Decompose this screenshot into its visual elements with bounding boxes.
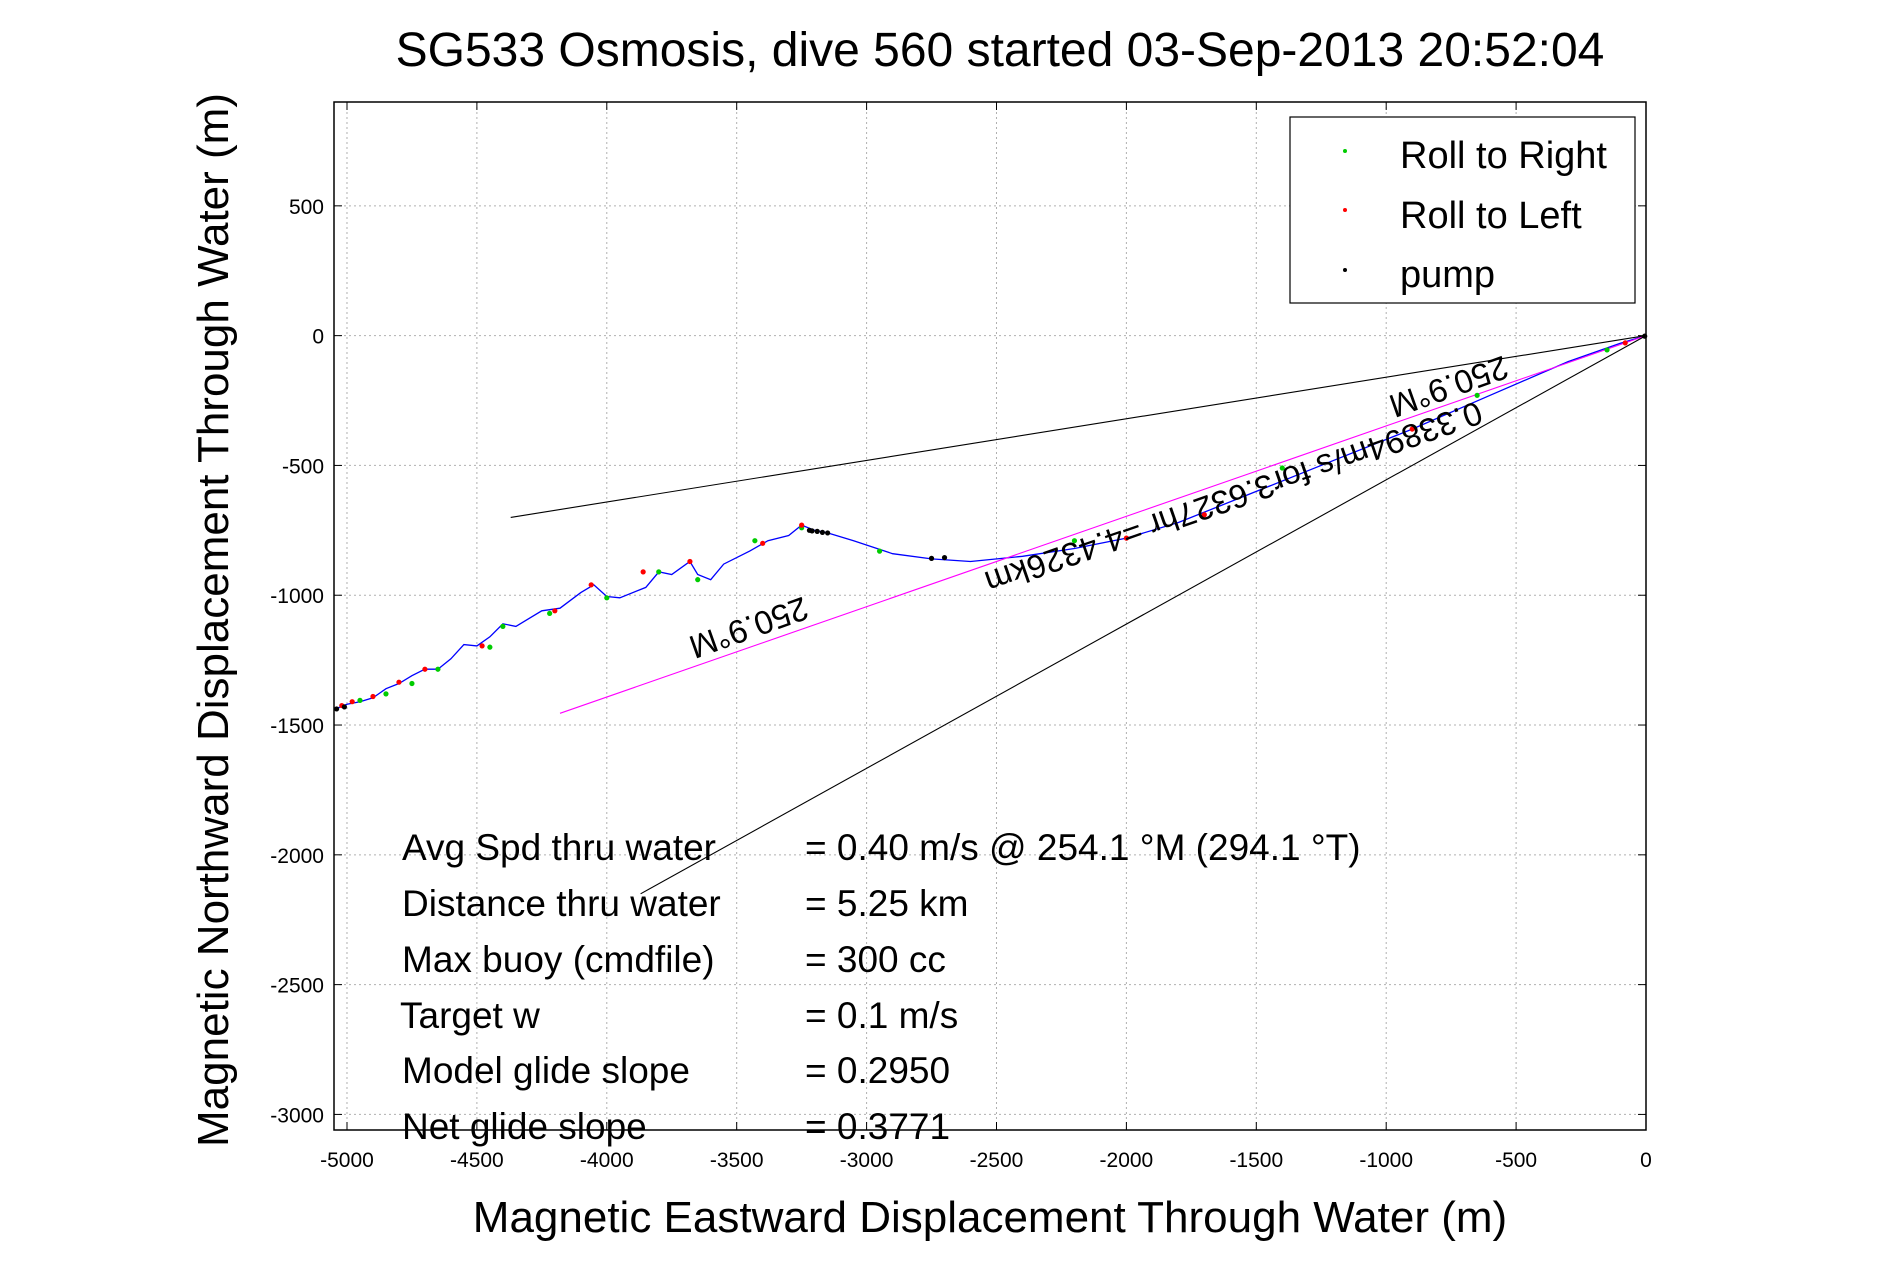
roll-left-point bbox=[1201, 512, 1207, 518]
roll-right-point bbox=[435, 666, 441, 672]
x-tick-label: -2500 bbox=[970, 1149, 1024, 1172]
pump-point bbox=[941, 554, 948, 561]
plot-data bbox=[333, 333, 1648, 895]
roll-left-point bbox=[640, 569, 646, 575]
pump-point bbox=[806, 527, 813, 533]
roll-left-point bbox=[799, 522, 805, 528]
roll-right-point bbox=[409, 680, 415, 687]
roll-right-point bbox=[547, 610, 553, 617]
roll-right-point bbox=[1474, 392, 1480, 398]
legend: Roll to Right Roll to Left pump bbox=[1289, 116, 1636, 304]
series-line-1 bbox=[559, 335, 1647, 714]
roll-right-point bbox=[876, 548, 883, 554]
stat-value: = 0.3771 bbox=[805, 1106, 950, 1147]
pump-point bbox=[819, 529, 826, 536]
x-tick-label: -2000 bbox=[1100, 1149, 1154, 1172]
stat-value: = 0.2950 bbox=[805, 1050, 950, 1091]
roll-right-point bbox=[1604, 347, 1610, 353]
x-tick-label: -4500 bbox=[450, 1149, 504, 1172]
y-tick-label: -500 bbox=[282, 455, 324, 478]
roll-left-point bbox=[760, 540, 766, 546]
roll-right-point bbox=[1071, 538, 1078, 544]
x-axis-label: Magnetic Eastward Displacement Through W… bbox=[473, 1193, 1507, 1242]
legend-label-pump: pump bbox=[1400, 254, 1495, 296]
roll-left-point bbox=[396, 679, 402, 685]
roll-right-point bbox=[383, 691, 389, 697]
y-tick-label: -2000 bbox=[270, 845, 324, 868]
stat-value: = 0.1 m/s bbox=[805, 995, 958, 1036]
roll-left-point bbox=[552, 608, 558, 614]
y-tick-label: -1500 bbox=[270, 715, 324, 738]
roll-left-point bbox=[370, 693, 376, 700]
legend-marker-roll-left bbox=[1343, 208, 1347, 212]
legend-label-roll-right: Roll to Right bbox=[1400, 135, 1607, 177]
roll-right-point bbox=[752, 538, 758, 544]
pump-point bbox=[928, 555, 935, 561]
plot-frame bbox=[333, 101, 1647, 1131]
y-tick-label: -2500 bbox=[270, 975, 324, 998]
series-line-3 bbox=[640, 335, 1647, 895]
stat-value: = 300 cc bbox=[805, 939, 946, 980]
chart-title: SG533 Osmosis, dive 560 started 03-Sep-2… bbox=[396, 24, 1605, 77]
roll-left-point bbox=[349, 699, 355, 705]
roll-left-point bbox=[1409, 426, 1415, 432]
stat-label: Target w bbox=[400, 995, 540, 1036]
roll-left-point bbox=[1622, 340, 1628, 346]
roll-right-point bbox=[500, 623, 506, 629]
x-tick-label: -3000 bbox=[840, 1149, 894, 1172]
roll-right-point bbox=[695, 577, 701, 583]
x-tick-label: 0 bbox=[1640, 1149, 1652, 1172]
roll-right-point bbox=[604, 595, 610, 601]
pump-point bbox=[333, 706, 340, 712]
roll-right-point bbox=[656, 569, 662, 575]
y-tick-label: -1000 bbox=[270, 585, 324, 608]
roll-left-point bbox=[479, 643, 485, 649]
y-tick-label: -3000 bbox=[270, 1104, 324, 1127]
legend-marker-roll-right bbox=[1343, 149, 1347, 153]
y-tick-label: 0 bbox=[312, 326, 324, 349]
stat-value: = 0.40 m/s @ 254.1 °M (294.1 °T) bbox=[805, 827, 1361, 868]
x-tick-label: -5000 bbox=[320, 1149, 374, 1172]
stats-block: Avg Spd thru water = 0.40 m/s @ 254.1 °M… bbox=[400, 827, 1361, 1147]
roll-right-point bbox=[1279, 465, 1285, 471]
y-tick-label: 500 bbox=[289, 196, 324, 219]
roll-left-point bbox=[422, 666, 428, 672]
roll-left-point bbox=[687, 558, 693, 565]
roll-right-point bbox=[357, 697, 363, 703]
stat-label: Max buoy (cmdfile) bbox=[402, 939, 715, 980]
pump-point bbox=[814, 528, 820, 534]
series-line-2 bbox=[510, 335, 1647, 518]
x-tick-label: -1000 bbox=[1359, 1149, 1413, 1172]
tick-labels: -5000 -4500 -4000 -3500 -3000 -2500 -2000 -1500… bbox=[270, 196, 1652, 1172]
legend-label-roll-left: Roll to Left bbox=[1400, 195, 1582, 237]
y-axis-label: Magnetic Northward Displacement Through … bbox=[189, 93, 238, 1147]
stat-value: = 5.25 km bbox=[805, 883, 969, 924]
x-tick-label: -500 bbox=[1495, 1149, 1537, 1172]
x-tick-label: -1500 bbox=[1229, 1149, 1283, 1172]
x-tick-label: -3500 bbox=[710, 1149, 764, 1172]
stat-label: Model glide slope bbox=[402, 1050, 690, 1091]
roll-left-point bbox=[588, 582, 594, 588]
legend-box bbox=[1289, 116, 1636, 304]
stat-label: Distance thru water bbox=[402, 883, 721, 924]
legend-marker-pump bbox=[1343, 268, 1347, 272]
pump-point bbox=[825, 530, 831, 536]
pump-point bbox=[341, 704, 347, 710]
roll-right-point bbox=[487, 644, 493, 650]
roll-left-point bbox=[1123, 535, 1129, 541]
x-tick-label: -4000 bbox=[580, 1149, 634, 1172]
stat-label: Net glide slope bbox=[402, 1106, 647, 1147]
stat-label: Avg Spd thru water bbox=[402, 827, 716, 868]
